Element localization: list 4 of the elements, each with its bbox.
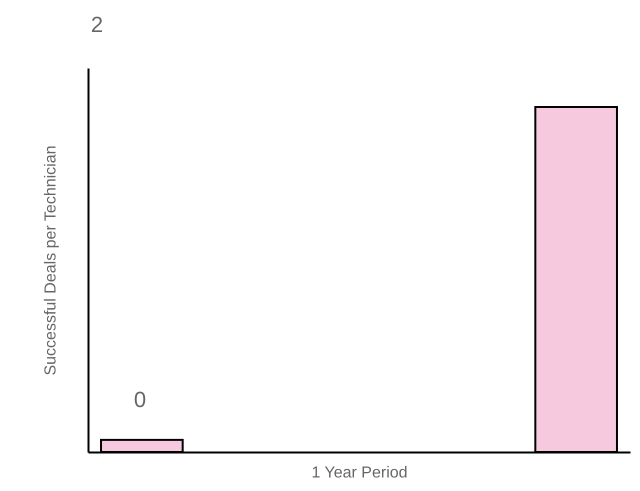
x-axis-title: 1 Year Period [311, 464, 408, 482]
text: 2 [90, 12, 104, 37]
annotation: 0 [134, 387, 146, 412]
y-axis-title: Successful Deals per Technician [42, 145, 60, 376]
